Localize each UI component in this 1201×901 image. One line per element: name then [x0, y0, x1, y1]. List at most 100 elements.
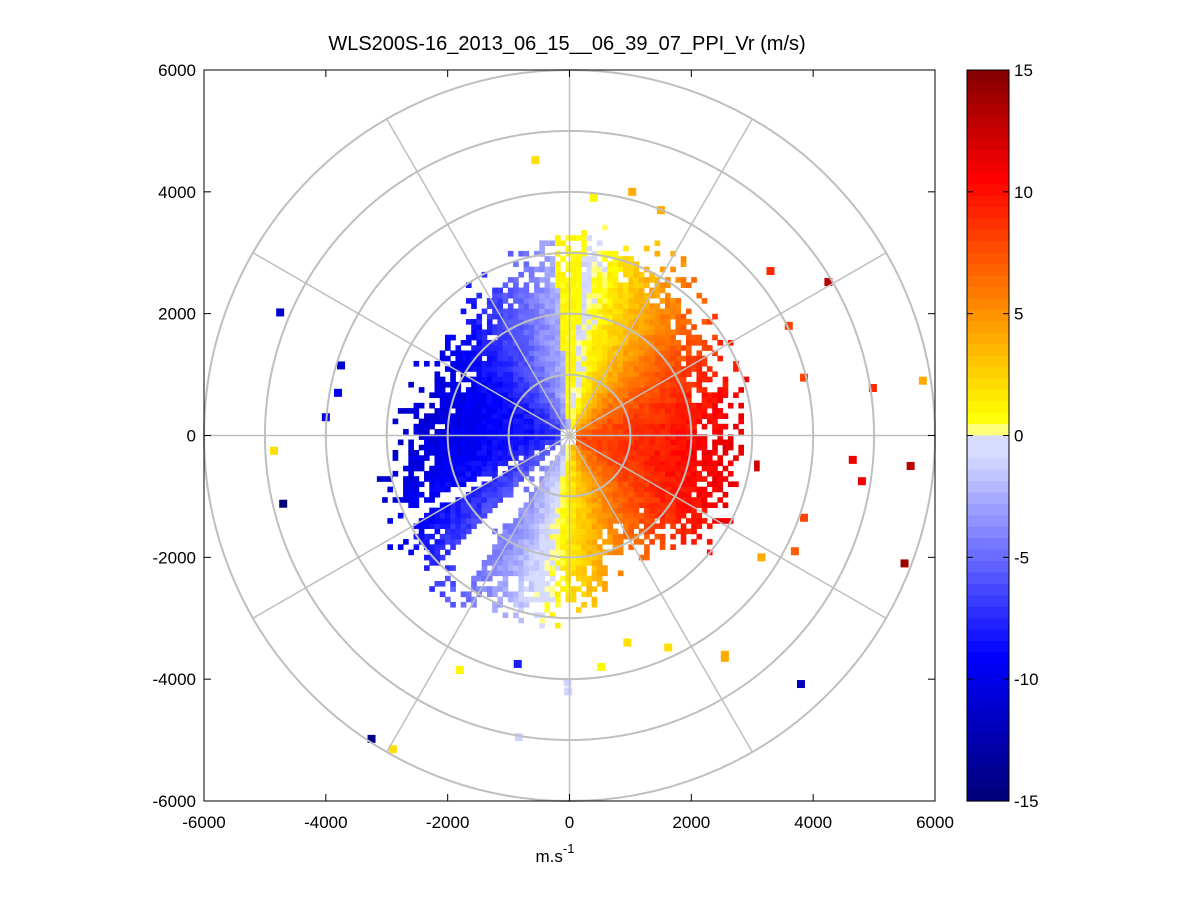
- velocity-cell: [665, 460, 671, 467]
- velocity-cell: [565, 596, 572, 603]
- velocity-cell: [534, 570, 540, 577]
- velocity-cell: [444, 465, 451, 472]
- velocity-cell: [523, 355, 530, 362]
- velocity-cell: [429, 560, 435, 566]
- velocity-cell: [476, 334, 483, 341]
- velocity-cell: [617, 376, 624, 383]
- velocity-cell: [513, 523, 519, 529]
- velocity-cell: [560, 502, 566, 509]
- velocity-cell: [575, 434, 582, 440]
- velocity-cell: [633, 507, 640, 514]
- velocity-cell: [492, 408, 498, 414]
- velocity-cell: [675, 418, 682, 425]
- velocity-cell: [659, 345, 666, 351]
- velocity-cell: [565, 350, 572, 357]
- velocity-cell: [607, 476, 614, 482]
- velocity-cell: [617, 450, 624, 456]
- velocity-cell: [586, 245, 593, 252]
- velocity-outlier-cell: [279, 499, 288, 508]
- velocity-cell: [434, 381, 441, 388]
- velocity-cell: [492, 298, 498, 304]
- velocity-cell: [638, 481, 645, 488]
- velocity-cell: [492, 418, 498, 425]
- velocity-cell: [413, 450, 420, 456]
- velocity-cell: [685, 528, 692, 535]
- velocity-cell: [659, 512, 666, 519]
- velocity-cell: [507, 308, 514, 315]
- velocity-cell: [586, 455, 593, 461]
- velocity-cell: [607, 470, 614, 477]
- velocity-cell: [518, 607, 524, 613]
- velocity-cell: [670, 366, 676, 372]
- velocity-cell: [465, 366, 472, 372]
- velocity-cell: [497, 444, 504, 451]
- velocity-cell: [638, 313, 645, 320]
- velocity-cell: [523, 329, 530, 336]
- velocity-cell: [628, 423, 634, 430]
- velocity-cell: [680, 313, 687, 320]
- velocity-cell: [434, 460, 441, 467]
- x-tick-label: 0: [565, 813, 574, 832]
- velocity-cell: [607, 491, 614, 498]
- velocity-cell: [455, 350, 462, 357]
- velocity-cell: [633, 345, 640, 351]
- velocity-cell: [565, 570, 572, 577]
- velocity-cell: [418, 434, 425, 440]
- velocity-cell: [596, 413, 603, 419]
- velocity-cell: [575, 397, 582, 404]
- velocity-cell: [539, 554, 545, 561]
- velocity-cell: [581, 240, 587, 247]
- velocity-cell: [539, 376, 545, 383]
- velocity-cell: [591, 319, 598, 325]
- velocity-outlier-cell: [664, 643, 673, 652]
- velocity-cell: [465, 402, 472, 409]
- velocity-cell: [486, 408, 493, 414]
- velocity-cell: [591, 497, 598, 503]
- velocity-cell: [502, 560, 509, 566]
- velocity-cell: [591, 366, 598, 372]
- velocity-cell: [450, 444, 456, 451]
- velocity-cell: [481, 376, 488, 383]
- velocity-cell: [486, 465, 493, 472]
- velocity-cell: [492, 355, 498, 362]
- velocity-cell: [549, 612, 556, 619]
- colorbar-band: [967, 138, 1009, 151]
- colorbar-tick-label: 10: [1014, 183, 1033, 202]
- velocity-cell: [623, 429, 629, 435]
- velocity-cell: [492, 570, 498, 577]
- velocity-cell: [434, 486, 441, 493]
- velocity-cell: [539, 591, 545, 598]
- velocity-cell: [492, 586, 498, 592]
- velocity-cell: [586, 277, 593, 283]
- velocity-cell: [607, 402, 614, 409]
- velocity-cell: [539, 266, 545, 273]
- velocity-cell: [471, 334, 477, 341]
- velocity-cell: [586, 298, 593, 304]
- velocity-cell: [659, 439, 666, 446]
- velocity-cell: [549, 533, 556, 540]
- velocity-cell: [439, 460, 446, 467]
- velocity-cell: [450, 434, 456, 440]
- velocity-cell: [497, 418, 504, 425]
- velocity-cell: [607, 486, 614, 493]
- velocity-cell: [717, 397, 724, 404]
- velocity-cell: [549, 439, 556, 446]
- velocity-cell: [644, 413, 650, 419]
- velocity-cell: [429, 413, 435, 419]
- velocity-cell: [534, 282, 540, 288]
- velocity-cell: [502, 523, 509, 529]
- velocity-cell: [523, 339, 530, 346]
- velocity-cell: [424, 413, 430, 419]
- velocity-cell: [486, 313, 493, 320]
- velocity-cell: [649, 439, 655, 446]
- velocity-cell: [654, 418, 661, 425]
- velocity-cell: [638, 444, 645, 451]
- velocity-cell: [528, 345, 535, 351]
- velocity-cell: [460, 402, 467, 409]
- velocity-cell: [596, 366, 603, 372]
- velocity-cell: [507, 491, 514, 498]
- velocity-cell: [701, 507, 708, 514]
- velocity-cell: [612, 455, 619, 461]
- velocity-cell: [539, 298, 545, 304]
- velocity-cell: [701, 402, 708, 409]
